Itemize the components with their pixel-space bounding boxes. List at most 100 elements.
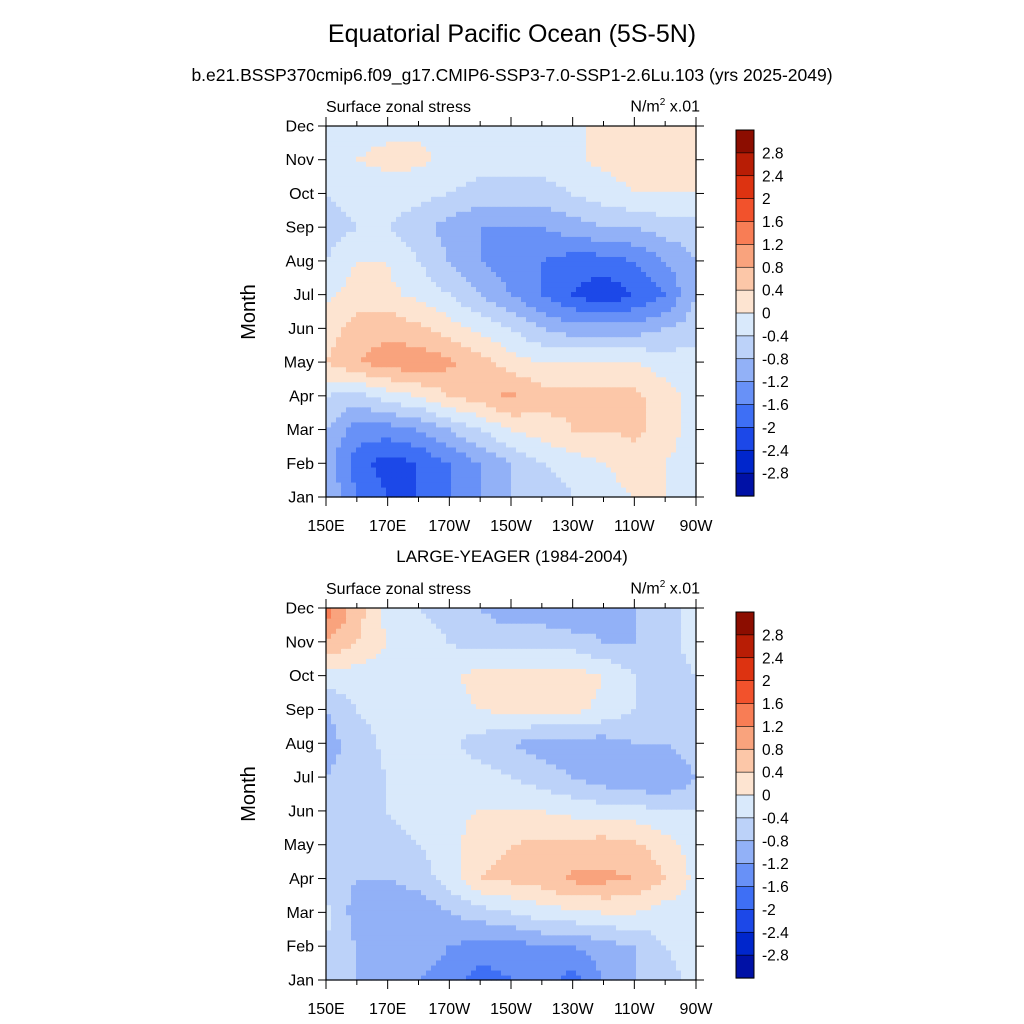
heatmap-cell bbox=[331, 201, 337, 207]
heatmap-cell bbox=[426, 331, 432, 338]
heatmap-cell bbox=[561, 396, 567, 403]
heatmap-cell bbox=[346, 191, 352, 197]
heatmap-cell bbox=[671, 451, 677, 458]
heatmap-cell bbox=[436, 301, 442, 308]
heatmap-cell bbox=[436, 476, 442, 483]
heatmap-cell bbox=[451, 266, 457, 272]
heatmap-cell bbox=[401, 306, 407, 313]
heatmap-cell bbox=[591, 396, 597, 403]
heatmap-cell bbox=[586, 381, 592, 388]
heatmap-cell bbox=[571, 261, 577, 267]
heatmap-cell bbox=[656, 381, 662, 388]
heatmap-cell bbox=[371, 386, 377, 393]
heatmap-cell bbox=[386, 206, 392, 212]
heatmap-cell bbox=[546, 481, 552, 488]
heatmap-cell bbox=[456, 266, 462, 272]
heatmap-cell bbox=[596, 471, 602, 478]
heatmap-cell bbox=[436, 261, 442, 267]
heatmap-cell bbox=[606, 251, 612, 257]
heatmap-cell bbox=[596, 491, 602, 498]
heatmap-cell bbox=[351, 406, 357, 413]
heatmap-cell bbox=[441, 286, 447, 293]
heatmap-cell bbox=[351, 251, 357, 257]
heatmap-cell bbox=[426, 491, 432, 498]
heatmap-cell bbox=[466, 201, 472, 207]
heatmap-cell bbox=[496, 371, 502, 378]
heatmap-cell bbox=[416, 391, 422, 398]
heatmap-cell bbox=[436, 356, 442, 363]
heatmap-cell bbox=[596, 301, 602, 308]
heatmap-cell bbox=[396, 396, 402, 403]
heatmap-cell bbox=[646, 216, 652, 222]
heatmap-cell bbox=[426, 431, 432, 438]
heatmap-cell bbox=[651, 161, 657, 167]
heatmap-cell bbox=[396, 386, 402, 393]
heatmap-cell bbox=[461, 456, 467, 463]
heatmap-cell bbox=[501, 401, 507, 408]
heatmap-cell bbox=[346, 356, 352, 363]
heatmap-cell bbox=[336, 461, 342, 468]
heatmap-cell bbox=[436, 456, 442, 463]
heatmap-cell bbox=[651, 251, 657, 257]
heatmap-cell bbox=[331, 176, 337, 182]
heatmap-cell bbox=[646, 161, 652, 167]
heatmap-cell bbox=[621, 401, 627, 408]
heatmap-cell bbox=[516, 301, 522, 308]
heatmap-cell bbox=[356, 316, 362, 323]
heatmap-cell bbox=[676, 391, 682, 398]
heatmap-cell bbox=[366, 381, 372, 388]
heatmap-cell bbox=[446, 266, 452, 272]
heatmap-cell bbox=[551, 476, 557, 483]
panel-1-units-base: N/m bbox=[630, 98, 660, 116]
heatmap-cell bbox=[611, 356, 617, 363]
heatmap-cell bbox=[556, 396, 562, 403]
heatmap-cell bbox=[596, 316, 602, 323]
heatmap-cell bbox=[346, 431, 352, 438]
heatmap-cell bbox=[566, 441, 572, 448]
heatmap-cell bbox=[616, 476, 622, 483]
heatmap-cell bbox=[481, 411, 487, 418]
heatmap-cell bbox=[371, 346, 377, 353]
heatmap-cell bbox=[456, 171, 462, 177]
heatmap-cell bbox=[546, 216, 552, 222]
heatmap-cell bbox=[441, 186, 447, 192]
heatmap-cell bbox=[341, 356, 347, 363]
heatmap-cell bbox=[606, 191, 612, 197]
heatmap-cell bbox=[621, 226, 627, 232]
heatmap-cell bbox=[516, 381, 522, 388]
heatmap-cell bbox=[491, 291, 497, 298]
heatmap-cell bbox=[386, 276, 392, 283]
heatmap-cell bbox=[351, 431, 357, 438]
heatmap-cell bbox=[541, 211, 547, 217]
heatmap-cell bbox=[491, 171, 497, 177]
heatmap-cell bbox=[431, 431, 437, 438]
heatmap-cell bbox=[551, 351, 557, 358]
heatmap-cell bbox=[621, 196, 627, 202]
heatmap-cell bbox=[431, 396, 437, 403]
heatmap-cell bbox=[556, 356, 562, 363]
heatmap-cell bbox=[576, 436, 582, 443]
heatmap-cell bbox=[456, 326, 462, 333]
heatmap-cell bbox=[561, 316, 567, 323]
heatmap-cell bbox=[686, 211, 692, 217]
heatmap-cell bbox=[401, 451, 407, 458]
heatmap-cell bbox=[336, 261, 342, 267]
heatmap-cell bbox=[656, 416, 662, 423]
heatmap-cell bbox=[531, 321, 537, 328]
heatmap-cell bbox=[571, 211, 577, 217]
heatmap-cell bbox=[541, 196, 547, 202]
heatmap-cell bbox=[336, 441, 342, 448]
heatmap-cell bbox=[556, 301, 562, 308]
heatmap-cell bbox=[621, 346, 627, 353]
heatmap-cell bbox=[671, 431, 677, 438]
heatmap-cell bbox=[506, 211, 512, 217]
heatmap-cell bbox=[511, 311, 517, 318]
heatmap-cell bbox=[546, 181, 552, 187]
heatmap-cell bbox=[381, 361, 387, 368]
heatmap-cell bbox=[336, 276, 342, 283]
heatmap-cell bbox=[481, 451, 487, 458]
heatmap-cell bbox=[586, 261, 592, 267]
heatmap-cell bbox=[486, 316, 492, 323]
heatmap-cell bbox=[341, 341, 347, 348]
heatmap-cell bbox=[636, 261, 642, 267]
